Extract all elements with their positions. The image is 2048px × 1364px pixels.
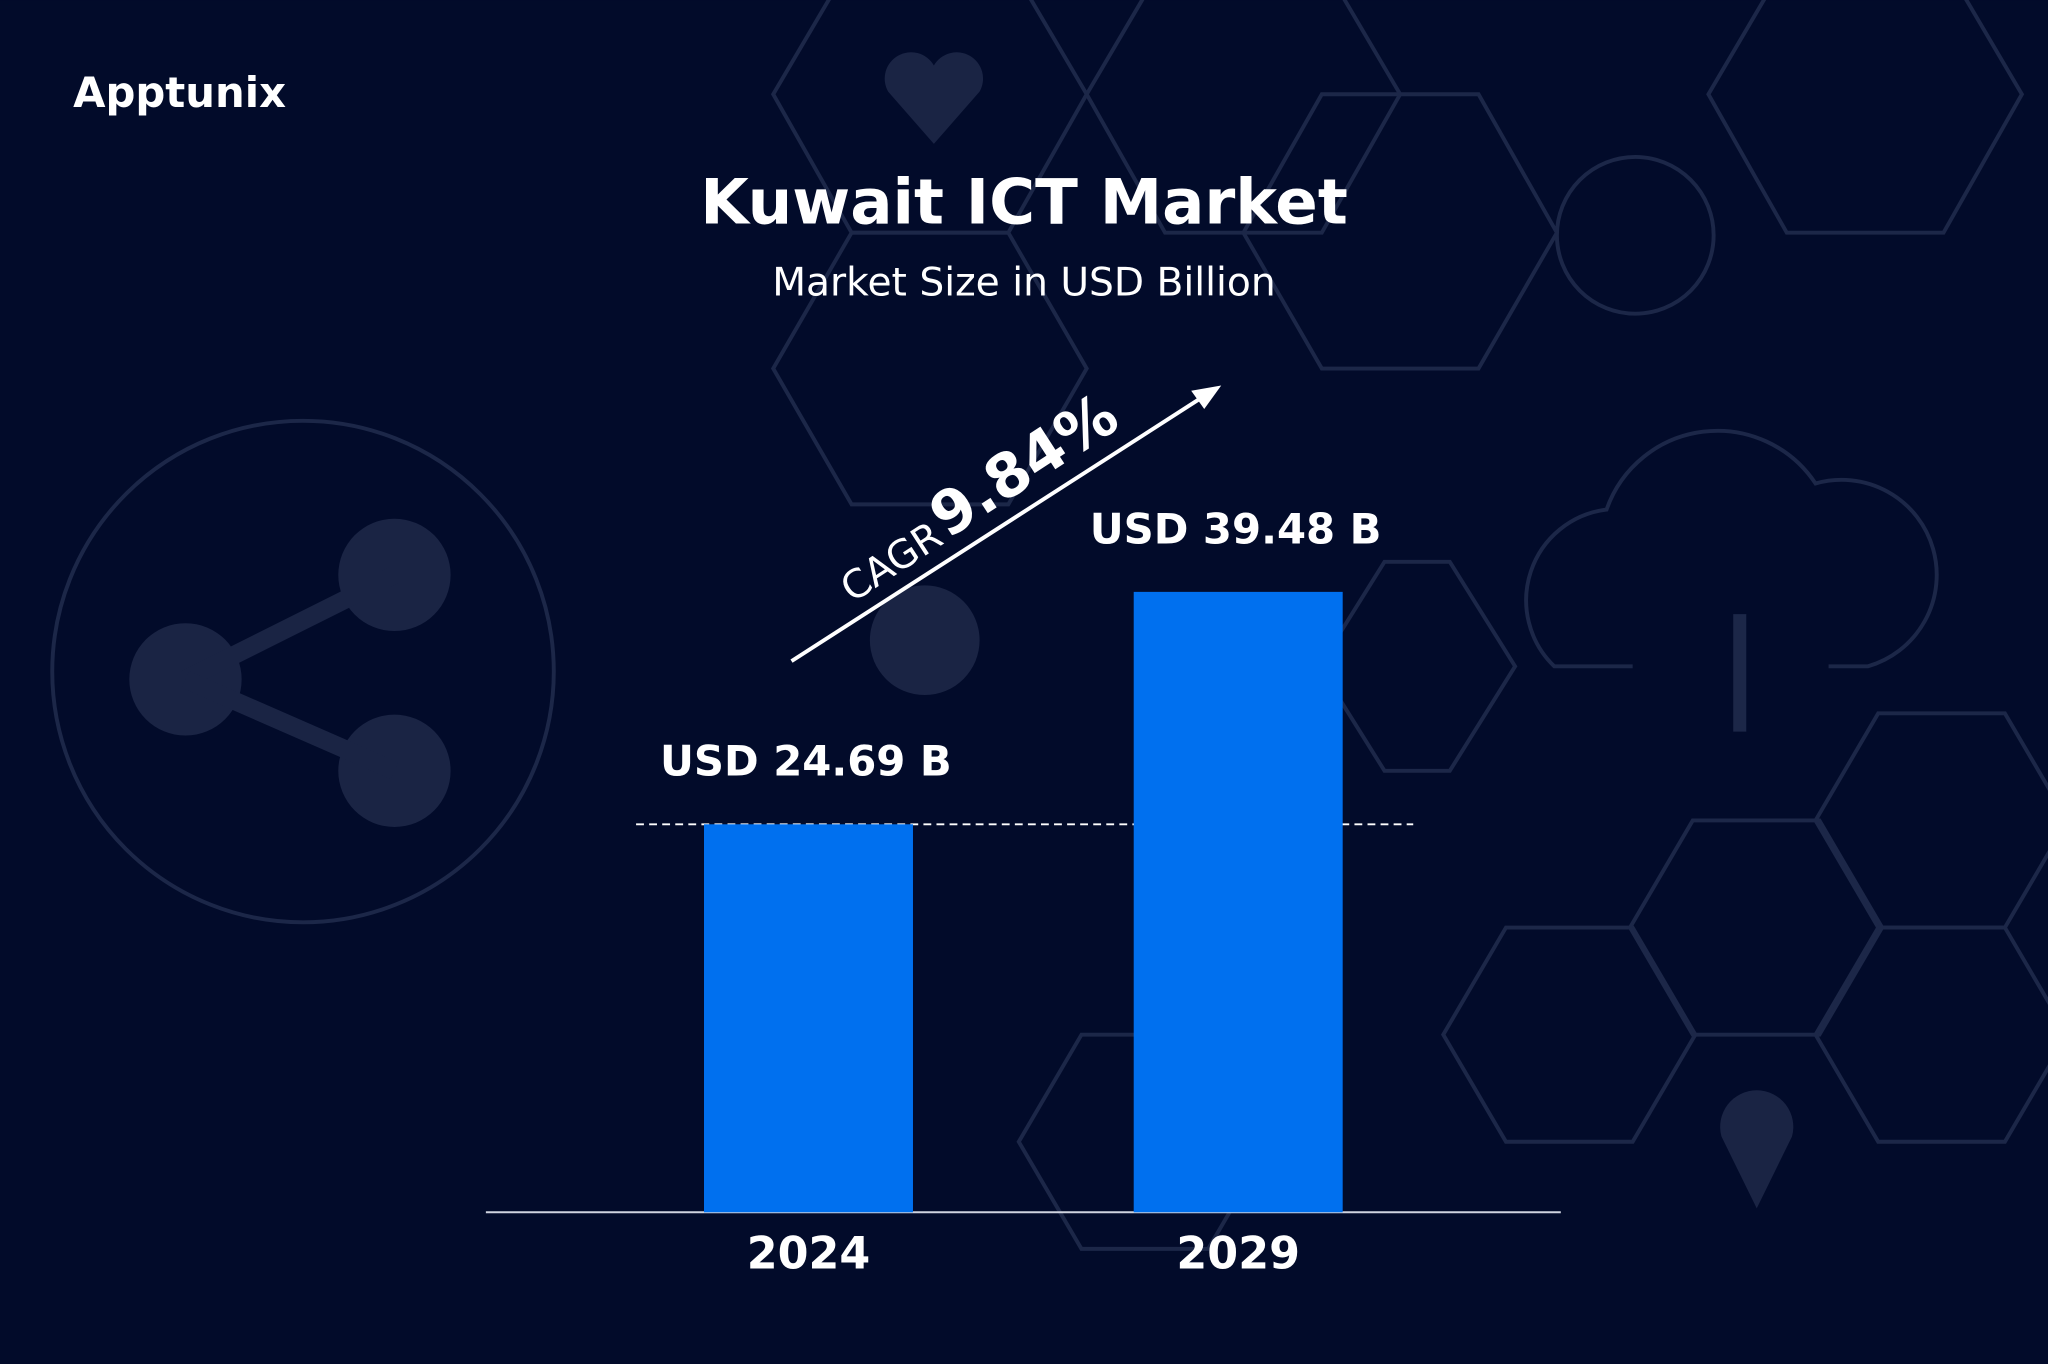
bar <box>704 824 913 1213</box>
background-decoration <box>50 0 2048 1251</box>
x-tick-label: 2024 <box>747 1229 871 1280</box>
bar <box>1133 591 1343 1213</box>
cagr-arrowhead <box>1191 385 1222 410</box>
chart-title: Kuwait ICT Market <box>700 166 1348 239</box>
value-label: USD 24.69 B <box>660 737 952 786</box>
chart-subtitle: Market Size in USD Billion <box>772 260 1275 305</box>
brand-logo: Apptunix <box>73 68 286 117</box>
cagr-arrow <box>790 394 1206 663</box>
value-label: USD 39.48 B <box>1090 504 1382 553</box>
x-tick-label: 2029 <box>1176 1229 1300 1280</box>
